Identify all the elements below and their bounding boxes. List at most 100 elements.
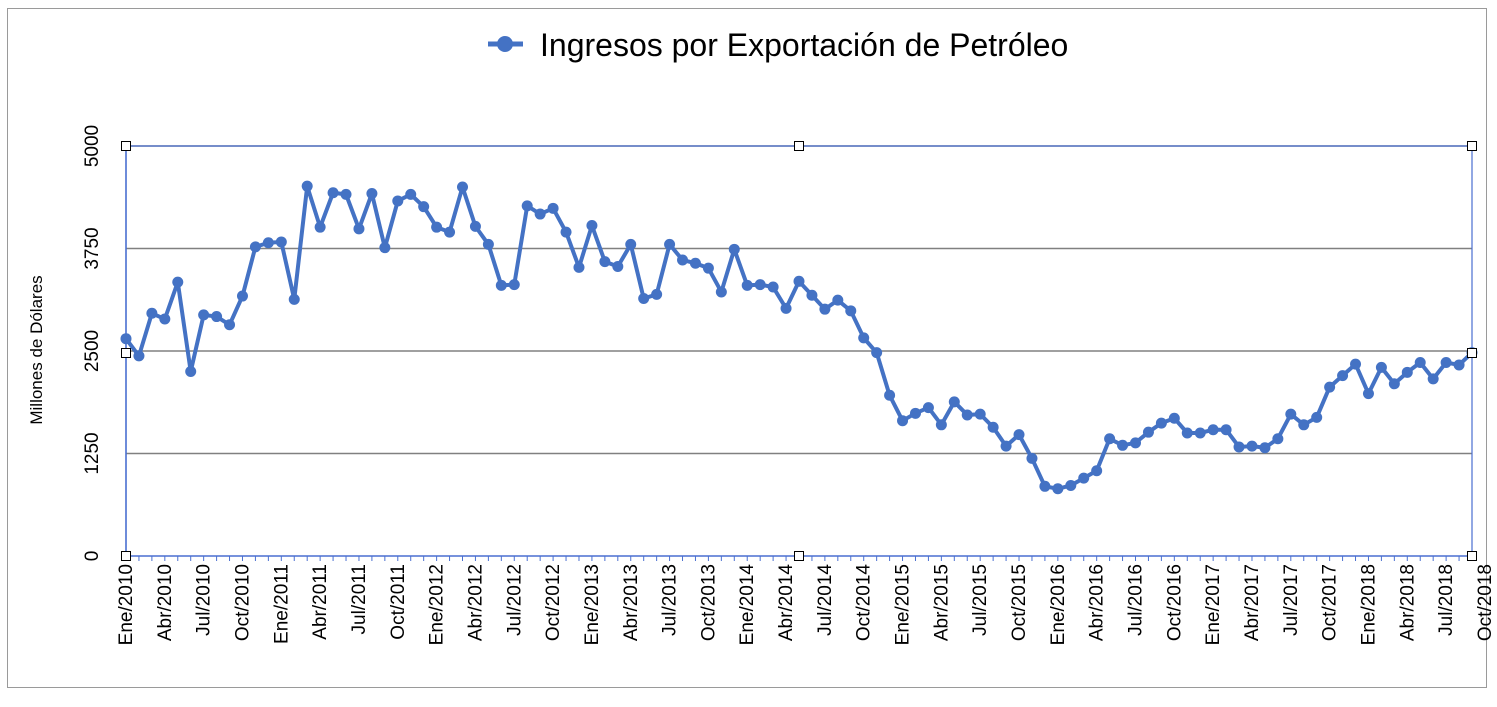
- data-point: [392, 195, 404, 207]
- data-point: [1168, 412, 1180, 424]
- data-point: [922, 402, 934, 414]
- data-point: [1259, 442, 1271, 454]
- x-tick-label: Ene/2015: [893, 564, 914, 645]
- data-point: [1117, 439, 1129, 451]
- x-tick-label: Jul/2011: [349, 564, 370, 634]
- x-tick-label: Ene/2016: [1048, 564, 1069, 645]
- data-point: [1181, 427, 1193, 439]
- data-point: [1414, 356, 1426, 368]
- data-point: [871, 347, 883, 359]
- selection-handle: [121, 348, 131, 358]
- selection-handle: [1467, 348, 1477, 358]
- x-tick-label: Ene/2018: [1358, 564, 1379, 645]
- data-point: [974, 408, 986, 420]
- data-point: [366, 188, 378, 200]
- data-point: [431, 221, 443, 233]
- data-point: [275, 236, 287, 248]
- data-point: [1233, 441, 1245, 453]
- data-point: [1272, 433, 1284, 445]
- data-point: [612, 261, 624, 273]
- data-point: [1078, 472, 1090, 484]
- x-tick-label: Ene/2014: [737, 564, 758, 646]
- data-point: [1427, 373, 1439, 385]
- data-point: [1194, 427, 1206, 439]
- data-point: [444, 226, 456, 238]
- data-point: [948, 396, 960, 408]
- data-point: [211, 311, 223, 323]
- x-tick-label: Abr/2015: [931, 564, 952, 641]
- data-point: [573, 261, 585, 273]
- x-tick-label: Abr/2014: [776, 564, 797, 642]
- data-point: [1285, 408, 1297, 420]
- data-point: [198, 309, 210, 321]
- y-tick-label: 5000: [82, 125, 103, 167]
- y-tick-label: 0: [82, 551, 103, 562]
- data-point: [651, 288, 663, 300]
- data-point: [754, 279, 766, 291]
- data-point: [172, 276, 184, 288]
- y-tick-label: 2500: [82, 330, 103, 372]
- x-tick-label: Oct/2014: [854, 564, 875, 642]
- data-point: [702, 262, 714, 274]
- x-tick-label: Jul/2014: [815, 564, 836, 636]
- data-point: [1000, 440, 1012, 452]
- x-tick-label: Oct/2016: [1164, 564, 1185, 641]
- x-tick-label: Jul/2010: [194, 564, 215, 636]
- data-point: [1440, 356, 1452, 368]
- x-tick-label: Jul/2015: [970, 564, 991, 636]
- data-point: [1311, 411, 1323, 423]
- data-point: [288, 293, 300, 305]
- x-tick-label: Abr/2016: [1087, 564, 1108, 641]
- data-point: [146, 307, 158, 319]
- data-point: [340, 188, 352, 200]
- data-point: [793, 275, 805, 287]
- y-tick-label: 3750: [82, 227, 103, 269]
- selection-handle: [794, 551, 804, 561]
- data-point: [249, 241, 261, 253]
- data-point: [133, 350, 145, 362]
- data-point: [1104, 433, 1116, 445]
- x-tick-label: Abr/2017: [1242, 564, 1263, 641]
- data-point: [482, 238, 494, 250]
- x-tick-label: Abr/2011: [310, 564, 331, 640]
- data-point: [495, 279, 507, 291]
- data-point: [560, 226, 572, 238]
- data-point: [728, 243, 740, 255]
- data-point: [236, 290, 248, 302]
- x-tick-label: Jul/2013: [660, 564, 681, 636]
- x-tick-label: Oct/2017: [1320, 564, 1341, 641]
- x-tick-label: Oct/2011: [388, 564, 409, 640]
- legend-label: Ingresos por Exportación de Petróleo: [540, 27, 1068, 63]
- data-point: [418, 201, 430, 213]
- data-point: [884, 389, 896, 401]
- data-point: [1362, 388, 1374, 400]
- data-point: [1091, 465, 1103, 477]
- x-tick-label: Oct/2010: [232, 564, 253, 641]
- series-line-path: [124, 184, 1474, 491]
- x-tick-label: Ene/2010: [116, 564, 137, 645]
- data-point: [224, 319, 236, 331]
- x-tick-label: Abr/2013: [621, 564, 642, 641]
- data-point: [1324, 381, 1336, 393]
- data-point: [1052, 483, 1064, 495]
- x-tick-label: Abr/2018: [1397, 564, 1418, 641]
- data-point: [159, 313, 171, 325]
- data-point: [1337, 370, 1349, 382]
- data-point: [1401, 366, 1413, 378]
- data-point: [120, 333, 132, 345]
- data-point: [845, 305, 857, 317]
- data-point: [909, 407, 921, 419]
- x-tick-label: Oct/2015: [1009, 564, 1030, 641]
- selection-handle: [121, 551, 131, 561]
- selection-handle: [794, 141, 804, 151]
- data-point: [780, 302, 792, 314]
- data-point: [987, 421, 999, 433]
- x-tick-label: Ene/2017: [1203, 564, 1224, 645]
- data-point: [301, 180, 313, 192]
- x-tick-label: Ene/2012: [427, 564, 448, 645]
- data-point: [185, 366, 197, 377]
- data-point: [262, 237, 274, 249]
- series-line: [120, 180, 1478, 495]
- data-point: [1375, 361, 1387, 373]
